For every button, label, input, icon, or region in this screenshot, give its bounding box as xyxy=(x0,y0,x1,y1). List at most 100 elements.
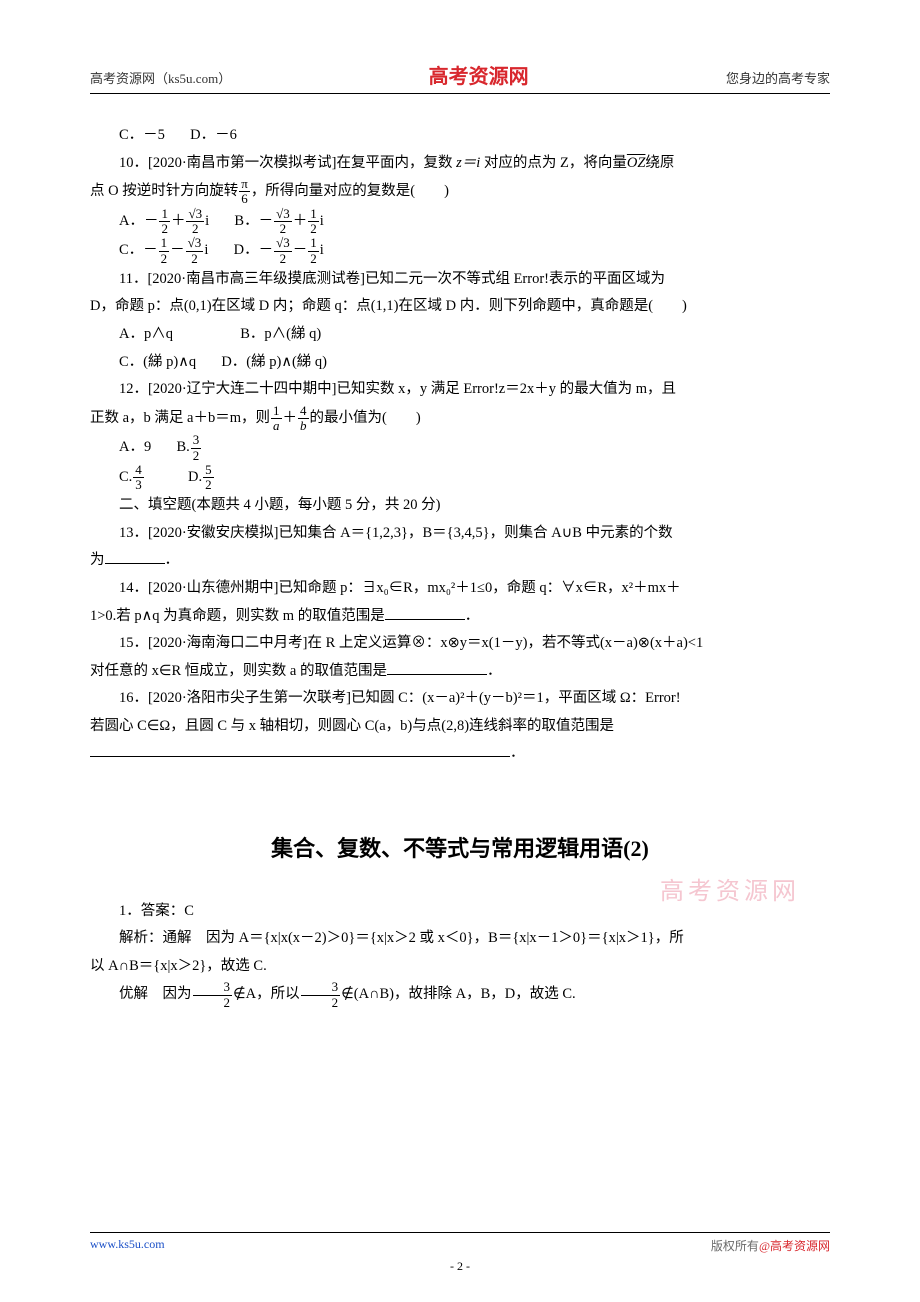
q11-opts-cd: C．(綈 p)∧q D．(綈 p)∧(綈 q) xyxy=(90,349,830,377)
footer-right-b: @高考资源网 xyxy=(759,1239,830,1253)
q12-b: z＝2x＋y 的最大值为 m，且 xyxy=(499,381,676,397)
q11-error: Error! xyxy=(514,271,549,287)
q12-optB-pre: B. xyxy=(176,439,189,455)
footer-right-a: 版权所有 xyxy=(711,1239,759,1253)
footer-right: 版权所有@高考资源网 xyxy=(711,1237,830,1254)
q12-error: Error! xyxy=(463,381,498,397)
q15-b: 对任意的 x∈R 恒成立，则实数 a 的取值范围是 xyxy=(90,663,387,679)
q16-line2: 若圆心 C∈Ω，且圆 C 与 x 轴相切，则圆心 C(a，b)与点(2,8)连线… xyxy=(90,713,830,741)
q12-optD-pre: D. xyxy=(188,469,202,485)
a1-exp3a: 优解 因为 xyxy=(119,986,192,1002)
q10-line2b: ，所得向量对应的复数是( ) xyxy=(251,183,449,199)
q11-line2: D，命题 p：点(0,1)在区域 D 内；命题 q：点(1,1)在区域 D 内．… xyxy=(90,293,830,321)
q10-D-mid: － xyxy=(293,242,308,258)
page-number: - 2 - xyxy=(0,1259,920,1274)
q11-a: 11．[2020·南昌市高三年级摸底测试卷]已知二元一次不等式组 xyxy=(119,271,514,287)
q14-line1: 14．[2020·山东德州期中]已知命题 p：∃x₀∈R，mx₀²＋1≤0，命题… xyxy=(90,575,830,603)
document-body: C．－5 D．－6 10．[2020·南昌市第一次模拟考试]在复平面内，复数 z… xyxy=(90,122,830,1010)
q13-line1: 13．[2020·安徽安庆模拟]已知集合 A＝{1,2,3}，B＝{3,4,5}… xyxy=(90,520,830,548)
q10-text-b: 对应的点为 Z，将向量 xyxy=(480,155,627,171)
q10-A-suf: i xyxy=(205,213,209,229)
q10-opts-ab: A．－12＋√32i B．－√32＋12i xyxy=(90,207,830,237)
q10-D-suf: i xyxy=(320,242,324,258)
q16-a: 16．[2020·洛阳市尖子生第一次联考]已知圆 C：(x－a)²＋(y－b)²… xyxy=(119,690,645,706)
q11-line1: 11．[2020·南昌市高三年级摸底测试卷]已知二元一次不等式组 Error!表… xyxy=(90,266,830,294)
q11-b: 表示的平面区域为 xyxy=(549,271,665,287)
q15-c: ． xyxy=(487,663,502,679)
q16-line3: ． xyxy=(90,740,830,768)
q10-z: z＝i xyxy=(456,155,480,171)
q10-D-f1: √32 xyxy=(274,236,292,266)
q15-line1: 15．[2020·海南海口二中月考]在 R 上定义运算⊗：x⊗y＝x(1－y)，… xyxy=(90,630,830,658)
q15-line2: 对任意的 x∈R 恒成立，则实数 a 的取值范围是 ． xyxy=(90,658,830,686)
q16-line1: 16．[2020·洛阳市尖子生第一次联考]已知圆 C：(x－a)²＋(y－b)²… xyxy=(90,685,830,713)
a1-exp2: 以 A∩B＝{x|x＞2}，故选 C. xyxy=(90,953,830,981)
answers-title: 集合、复数、不等式与常用逻辑用语(2) xyxy=(90,828,830,870)
option-d: D．－6 xyxy=(190,127,237,143)
q13-c: ． xyxy=(165,552,180,568)
q12-f2: 4b xyxy=(298,404,309,434)
q10-C-pre: C．－ xyxy=(119,242,158,258)
a1-exp3c: ∉(A∩B)，故排除 A，B，D，故选 C. xyxy=(341,986,576,1002)
q11-optC: C．(綈 p)∧q xyxy=(119,354,196,370)
q14-blank xyxy=(385,605,465,620)
q12-optC-frac: 43 xyxy=(133,463,144,493)
q10-B-f2: 12 xyxy=(308,207,319,237)
q13-b: 为 xyxy=(90,552,105,568)
q10-A-f2: √32 xyxy=(186,207,204,237)
q10-A-mid: ＋ xyxy=(171,213,186,229)
page-footer: www.ks5u.com 版权所有@高考资源网 xyxy=(90,1232,830,1254)
header-left: 高考资源网（ks5u.com） xyxy=(90,68,231,87)
option-c: C．－5 xyxy=(119,127,165,143)
q12-line2: 正数 a，b 满足 a＋b＝m，则1a＋4b的最小值为( ) xyxy=(90,404,830,434)
q10-D-f2: 12 xyxy=(308,236,319,266)
q12-a: 12．[2020·辽宁大连二十四中期中]已知实数 x，y 满足 xyxy=(119,381,463,397)
q10-line2: 点 O 按逆时针方向旋转π6，所得向量对应的复数是( ) xyxy=(90,177,830,207)
q11-optD: D．(綈 p)∧(綈 q) xyxy=(221,354,327,370)
q16-c: ． xyxy=(510,745,525,761)
watermark: 高考资源网 xyxy=(660,870,800,916)
q11-optB: B．p∧(綈 q) xyxy=(240,326,321,342)
q12-line1: 12．[2020·辽宁大连二十四中期中]已知实数 x，y 满足 Error!z＝… xyxy=(90,376,830,404)
header-center: 高考资源网 xyxy=(429,60,529,89)
q16-blank xyxy=(90,743,510,758)
q12-optC-pre: C. xyxy=(119,469,132,485)
q10-C-f2: √32 xyxy=(186,236,204,266)
q14-c: ． xyxy=(465,608,480,624)
a1-exp1: 解析：通解 因为 A＝{x|x(x－2)＞0}＝{x|x＞2 或 x＜0}，B＝… xyxy=(90,925,830,953)
q12-opts-cd: C.43 D.52 xyxy=(90,463,830,493)
q10-text-a: 10．[2020·南昌市第一次模拟考试]在复平面内，复数 xyxy=(119,155,456,171)
q10-B-f1: √32 xyxy=(274,207,292,237)
q10-line1: 10．[2020·南昌市第一次模拟考试]在复平面内，复数 z＝i 对应的点为 Z… xyxy=(90,150,830,178)
option-cd-row: C．－5 D．－6 xyxy=(90,122,830,150)
a1-f1: 32 xyxy=(193,980,233,1010)
q11-optA: A．p∧q xyxy=(119,326,173,342)
q13-blank xyxy=(105,550,165,565)
q10-D-pre: D．－ xyxy=(234,242,273,258)
footer-left: www.ks5u.com xyxy=(90,1237,165,1254)
q15-blank xyxy=(387,660,487,675)
q10-C-f1: 12 xyxy=(159,236,170,266)
q12-f1: 1a xyxy=(271,404,282,434)
q10-A-pre: A．－ xyxy=(119,213,158,229)
q12-optA: A．9 xyxy=(119,439,151,455)
q12-optD-frac: 52 xyxy=(203,463,214,493)
fill-header: 二、填空题(本题共 4 小题，每小题 5 分，共 20 分) xyxy=(90,492,830,520)
a1-exp3: 优解 因为32∉A，所以32∉(A∩B)，故排除 A，B，D，故选 C. xyxy=(90,980,830,1010)
q10-B-suf: i xyxy=(320,213,324,229)
q10-frac-pi6: π6 xyxy=(239,177,250,207)
q10-C-suf: i xyxy=(204,242,208,258)
q10-C-mid: － xyxy=(170,242,185,258)
q16-error: Error! xyxy=(645,690,680,706)
q10-vector: OZ xyxy=(627,155,646,171)
q14-line2: 1>0.若 p∧q 为真命题，则实数 m 的取值范围是． xyxy=(90,603,830,631)
q12-plus: ＋ xyxy=(283,410,298,426)
page-header: 高考资源网（ks5u.com） 高考资源网 您身边的高考专家 xyxy=(90,60,830,94)
q10-B-mid: ＋ xyxy=(293,213,308,229)
q12-line2b: 的最小值为( ) xyxy=(310,410,421,426)
q10-A-f1: 12 xyxy=(159,207,170,237)
header-right: 您身边的高考专家 xyxy=(726,68,830,87)
q10-B-pre: B．－ xyxy=(234,213,273,229)
q11-opts-ab: A．p∧q B．p∧(綈 q) xyxy=(90,321,830,349)
a1-exp3b: ∉A，所以 xyxy=(233,986,300,1002)
